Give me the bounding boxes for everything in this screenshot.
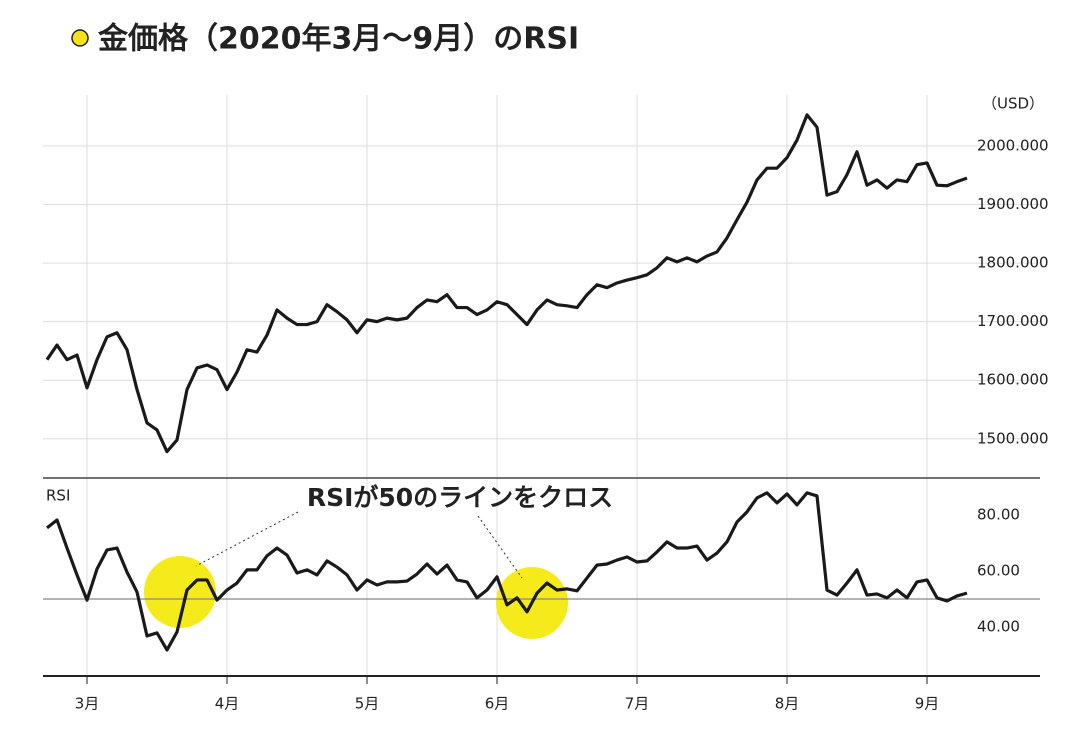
annotation: RSIが50のラインをクロス <box>307 483 613 512</box>
x-tick-label: 9月 <box>915 695 940 713</box>
y-tick-label: 1500.000 <box>977 429 1049 447</box>
y-axis-unit: （USD） <box>982 95 1044 113</box>
y-tick-label: 2000.000 <box>977 136 1049 154</box>
chart-title: 金価格（2020年3月〜9月）のRSI <box>97 22 579 57</box>
x-tick-label: 5月 <box>355 695 380 713</box>
y-tick-label: 1600.000 <box>977 371 1049 389</box>
x-tick-label: 3月 <box>75 695 100 713</box>
y-tick-label: 1700.000 <box>977 312 1049 330</box>
price-line <box>45 113 968 454</box>
y-tick-label: 80.00 <box>977 505 1020 523</box>
panel-label: RSI <box>46 487 70 505</box>
y-tick-label: 60.00 <box>977 561 1020 579</box>
leader-line <box>477 515 523 579</box>
x-tick-label: 4月 <box>215 695 240 713</box>
x-tick-label: 8月 <box>775 695 800 713</box>
y-tick-label: 1900.000 <box>977 195 1049 213</box>
title-bullet <box>71 29 89 47</box>
price-line <box>46 491 968 652</box>
x-tick-label: 7月 <box>625 695 650 713</box>
y-tick-label: 40.00 <box>977 617 1020 635</box>
y-tick-label: 1800.000 <box>977 254 1049 272</box>
highlight-circle <box>144 556 216 628</box>
leader-line <box>195 511 299 567</box>
x-tick-label: 6月 <box>485 695 510 713</box>
